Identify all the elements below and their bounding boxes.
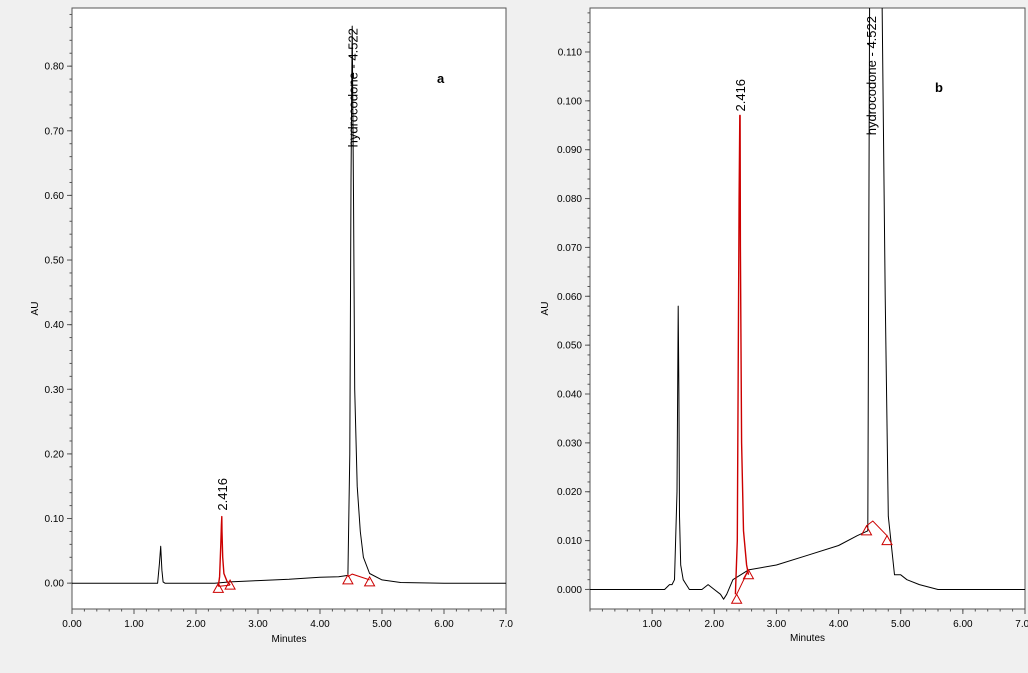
peak-label: 2.416 [733, 79, 748, 112]
y-tick-label: 0.020 [557, 487, 582, 498]
x-tick-label: 7.00 [1015, 619, 1028, 630]
chart-panel-a: 0.00 1.00 2.00 3.00 4.00 5.00 6.00 7.0 0.00 0.10 0… [30, 7, 513, 645]
y-tick-label: 0.060 [557, 292, 582, 303]
integrated-peak-trace [734, 114, 750, 595]
x-tick-label: 3.00 [767, 619, 787, 630]
x-tick-label: 2.00 [705, 619, 725, 630]
integration-baseline [866, 520, 888, 537]
y-tick-label: 0.050 [557, 341, 582, 352]
y-tick-label: 0.00 [45, 579, 65, 590]
peak-label: 2.416 [215, 478, 230, 511]
integration-marker-triangle [881, 534, 893, 546]
panel-letter: a [437, 71, 445, 86]
integration-marker-triangle [730, 593, 743, 604]
x-tick-label: 2.00 [186, 619, 206, 630]
x-tick-label: 0.00 [62, 619, 82, 630]
y-tick-label: 0.10 [45, 514, 65, 525]
y-tick-label: 0.080 [557, 194, 582, 205]
x-tick-label: 4.00 [829, 619, 849, 630]
y-tick-label: 0.110 [558, 47, 583, 58]
y-tick-label: 0.030 [557, 438, 582, 449]
x-tick-label: 4.00 [310, 619, 330, 630]
chromatogram-trace [72, 25, 506, 584]
peak-label: hydrocodone - 4.522 [345, 28, 360, 147]
x-tick-label: 5.00 [891, 619, 911, 630]
y-tick-label: 0.40 [45, 320, 65, 331]
integration-marker-triangle [342, 573, 354, 585]
y-tick-label: 0.010 [557, 536, 582, 547]
y-tick-label: 0.090 [557, 145, 582, 156]
chromatogram-trace [590, 8, 1025, 600]
integrated-peak-trace [217, 515, 231, 587]
plot-area [589, 7, 1026, 610]
x-axis-title: Minutes [790, 633, 825, 644]
y-tick-label: 0.100 [557, 96, 582, 107]
x-axis-title: Minutes [271, 634, 306, 645]
y-tick-label: 0.70 [45, 126, 65, 137]
y-tick-label: 0.070 [557, 243, 582, 254]
integration-marker-triangle [212, 582, 225, 593]
plot-area [71, 7, 507, 610]
y-tick-label: 0.80 [45, 62, 65, 73]
chart-panel-b: 1.00 2.00 3.00 4.00 5.00 6.00 7.00 0.000 0.010 0.… [540, 7, 1028, 644]
y-axis-title: AU [540, 302, 551, 316]
integration-baseline [347, 573, 370, 581]
integration-marker-triangle [860, 524, 873, 536]
peak-label: hydrocodone - 4.522 [864, 16, 879, 135]
y-tick-label: 0.60 [45, 191, 65, 202]
x-tick-label: 6.00 [434, 619, 454, 630]
x-tick-label: 7.0 [499, 619, 513, 630]
x-tick-label: 5.00 [372, 619, 392, 630]
series-group [590, 8, 1025, 600]
y-tick-label: 0.50 [45, 256, 65, 267]
x-tick-label: 1.00 [124, 619, 144, 630]
panel-letter: b [935, 80, 943, 95]
y-axis-title: AU [30, 302, 41, 316]
x-tick-label: 1.00 [642, 619, 662, 630]
x-tick-label: 3.00 [248, 619, 268, 630]
integration-marker-triangle [224, 579, 236, 590]
y-tick-label: 0.040 [557, 390, 582, 401]
y-tick-label: 0.30 [45, 385, 65, 396]
integration-marker-triangle [742, 568, 755, 580]
y-tick-label: 0.000 [557, 585, 582, 596]
y-tick-label: 0.20 [45, 449, 65, 460]
x-tick-label: 6.00 [953, 619, 973, 630]
integration-marker-triangle [363, 575, 376, 587]
